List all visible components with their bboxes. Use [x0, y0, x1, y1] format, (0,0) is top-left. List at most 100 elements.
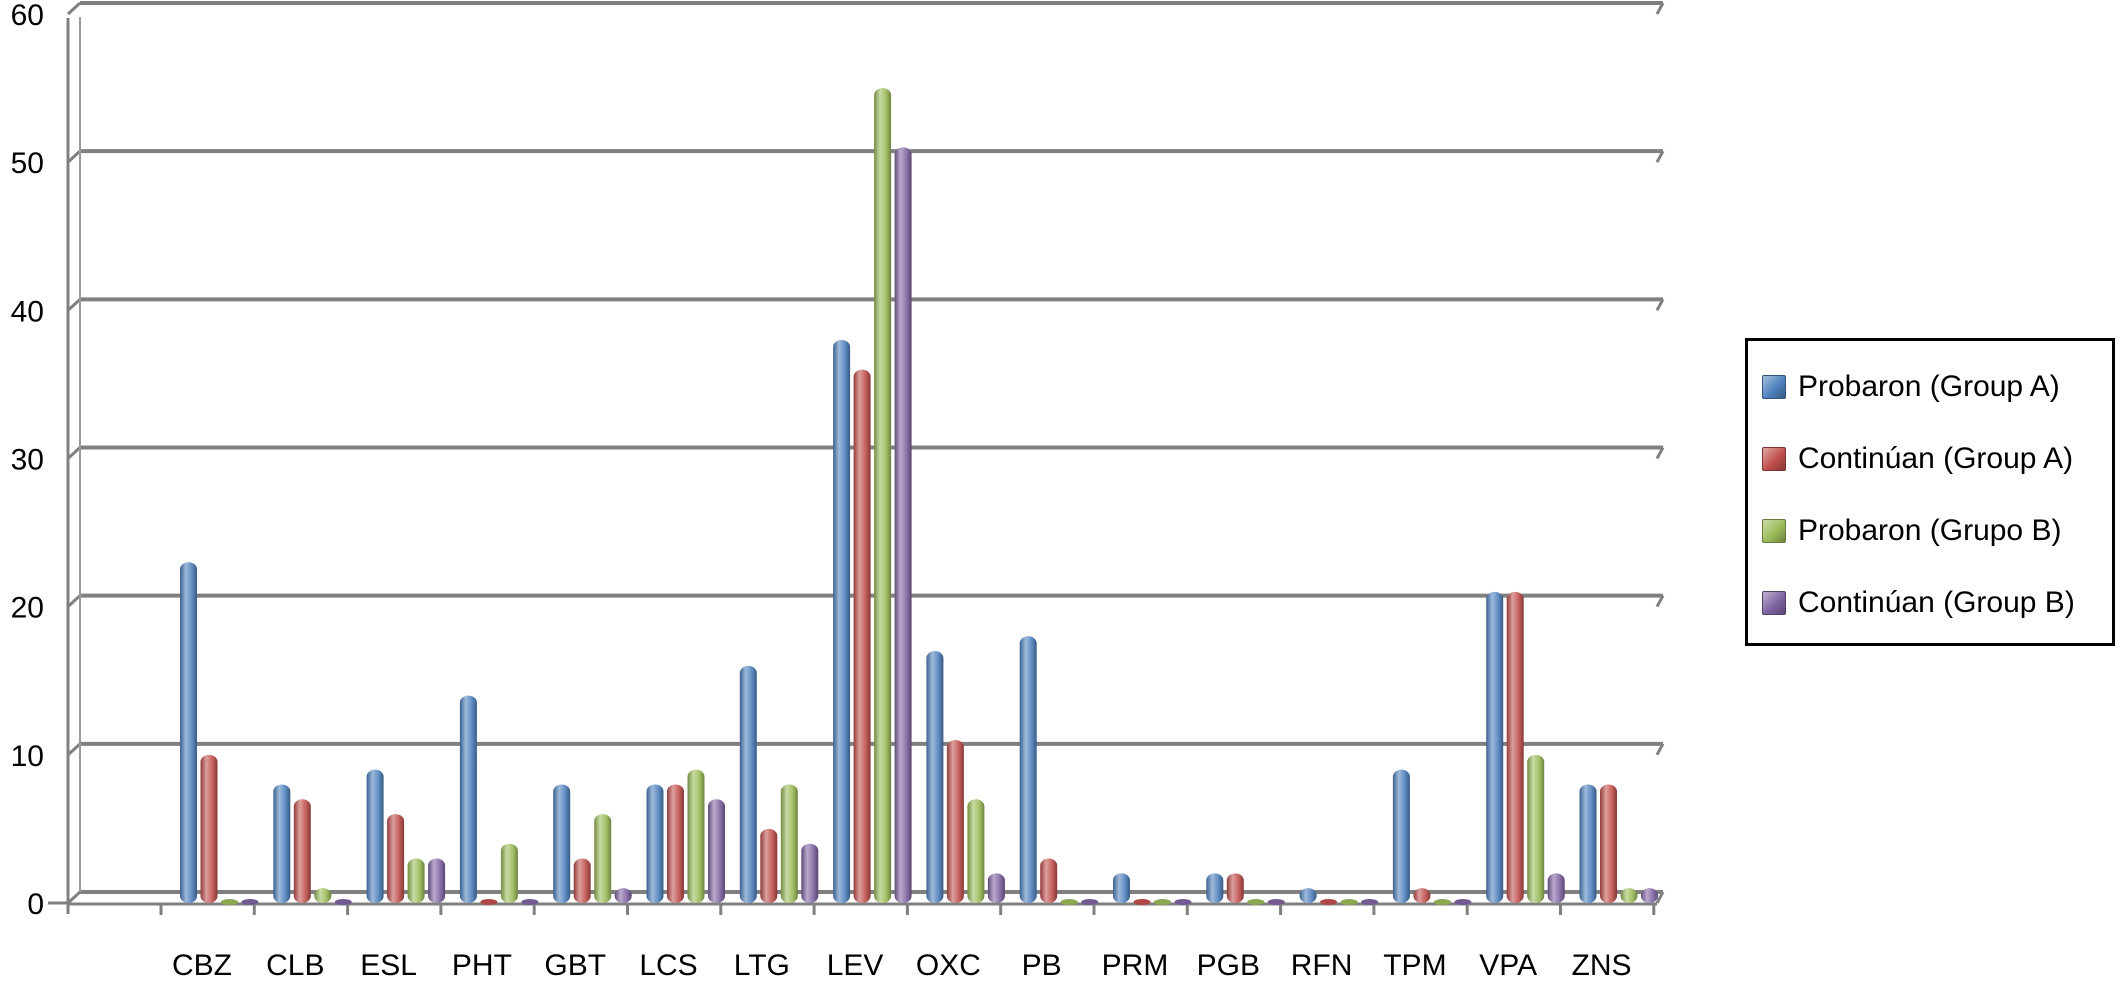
- bar-pht-s1: [480, 899, 498, 905]
- y-tick-label: 0: [27, 888, 44, 921]
- legend-swatch-purple: [1762, 591, 1786, 615]
- bar-tpm-s3: [1454, 899, 1472, 905]
- gridline-stub: [66, 1, 82, 16]
- bar-lcs-s3: [708, 799, 725, 903]
- bar-ltg-s0: [739, 665, 757, 903]
- bar-pht-s0: [459, 695, 477, 903]
- bar-gbt-s0: [553, 784, 571, 903]
- gridline-stub: [66, 150, 82, 164]
- bar-prm-s1: [1133, 899, 1151, 905]
- x-tick-label: PRM: [1102, 949, 1169, 982]
- bar-clb-s3: [334, 899, 352, 905]
- bar-oxc-s3: [987, 873, 1005, 903]
- bars: [180, 88, 1658, 905]
- bar-pb-s0: [1019, 636, 1037, 903]
- bar-esl-s2: [407, 858, 425, 903]
- bar-cbz-s2: [221, 899, 238, 905]
- bar-pht-s2: [500, 843, 518, 903]
- bar-ltg-s2: [780, 784, 798, 903]
- legend-swatch-blue: [1762, 375, 1786, 399]
- bar-ltg-s3: [801, 843, 819, 903]
- bar-pgb-s1: [1226, 873, 1244, 903]
- legend-item-continuan-group-b: Continúan (Group B): [1762, 583, 2075, 623]
- gridlines: [66, 1, 1665, 905]
- bar-pgb-s0: [1206, 873, 1224, 903]
- legend-label: Probaron (Grupo B): [1798, 514, 2062, 547]
- y-tick-labels: 0 10 20 30 40 50 60: [11, 0, 44, 921]
- gridline-end: [1655, 891, 1665, 904]
- gridline-end: [1655, 594, 1665, 608]
- bar-cbz-s0: [180, 562, 197, 903]
- bar-rfn-s3: [1361, 899, 1379, 905]
- x-tick-label: TPM: [1383, 949, 1446, 982]
- bar-zns-s0: [1579, 784, 1597, 903]
- bar-pgb-s2: [1247, 899, 1265, 905]
- gridline-stub: [66, 594, 82, 608]
- bar-tpm-s2: [1433, 899, 1451, 905]
- gridline-stub: [66, 446, 82, 460]
- legend-swatch-red: [1762, 447, 1786, 471]
- bar-gbt-s2: [594, 814, 612, 903]
- bar-gbt-s1: [573, 858, 591, 903]
- x-tick-label: LEV: [827, 949, 884, 982]
- bar-pgb-s3: [1267, 899, 1285, 905]
- bar-cbz-s3: [241, 899, 259, 905]
- bar-esl-s1: [387, 814, 405, 903]
- bar-tpm-s0: [1392, 769, 1410, 903]
- legend-item-probaron-group-a: Probaron (Group A): [1762, 367, 2060, 407]
- legend-item-continuan-group-a: Continúan (Group A): [1762, 439, 2073, 479]
- gridline-stub: [66, 742, 82, 756]
- bar-zns-s3: [1641, 888, 1658, 903]
- y-tick-label: 40: [11, 295, 44, 328]
- legend-label: Continúan (Group B): [1798, 586, 2075, 619]
- gridline-stub: [66, 890, 82, 905]
- x-tick-label: VPA: [1479, 949, 1537, 982]
- x-tick-label: PHT: [452, 949, 512, 982]
- bar-zns-s1: [1600, 784, 1617, 903]
- bar-lev-s0: [833, 339, 851, 903]
- bar-lev-s1: [853, 369, 871, 904]
- bar-esl-s3: [428, 858, 446, 903]
- bar-clb-s0: [273, 784, 291, 903]
- x-tick-label: LCS: [639, 949, 697, 982]
- bar-vpa-s2: [1527, 754, 1545, 903]
- bar-lcs-s0: [646, 784, 664, 903]
- bar-lcs-s2: [687, 769, 705, 903]
- bar-tpm-s1: [1413, 888, 1431, 903]
- bar-zns-s2: [1620, 888, 1638, 903]
- gridline-end: [1655, 743, 1665, 756]
- legend: Probaron (Group A) Continúan (Group A) P…: [1745, 338, 2115, 646]
- x-tick-label: CLB: [266, 949, 324, 982]
- y-tick-label: 10: [11, 740, 44, 773]
- axes: [48, 17, 1657, 915]
- bar-pb-s2: [1060, 899, 1078, 905]
- bar-pb-s3: [1081, 899, 1099, 905]
- bar-rfn-s0: [1299, 888, 1317, 903]
- bar-cbz-s1: [200, 754, 218, 903]
- legend-item-probaron-grupo-b: Probaron (Grupo B): [1762, 511, 2061, 551]
- gridline-end: [1655, 150, 1665, 163]
- bar-pb-s1: [1040, 858, 1058, 903]
- bar-lcs-s1: [667, 784, 684, 903]
- bar-ltg-s1: [760, 828, 778, 903]
- bar-vpa-s0: [1486, 591, 1504, 903]
- bar-prm-s3: [1174, 899, 1192, 905]
- bar-prm-s0: [1113, 873, 1130, 903]
- bar-rfn-s1: [1320, 899, 1338, 905]
- legend-label: Continúan (Group A): [1798, 442, 2074, 475]
- x-tick-label: PGB: [1197, 949, 1260, 982]
- bar-clb-s1: [293, 799, 311, 903]
- x-tick-label: ESL: [360, 949, 417, 982]
- x-tick-labels: CBZ CLB ESL PHT GBT LCS LTG LEV OXC PB PRM PGB RFN TP…: [172, 949, 1632, 982]
- x-tick-label: PB: [1022, 949, 1062, 982]
- bar-vpa-s3: [1547, 873, 1565, 903]
- bar-pht-s3: [521, 899, 539, 905]
- bar-esl-s0: [366, 769, 384, 903]
- x-tick-label: RFN: [1291, 949, 1353, 982]
- bar-prm-s2: [1154, 899, 1171, 905]
- x-tick-label: CBZ: [172, 949, 232, 982]
- bar-clb-s2: [314, 888, 332, 903]
- bar-oxc-s0: [926, 651, 944, 903]
- legend-label: Probaron (Group A): [1798, 370, 2060, 403]
